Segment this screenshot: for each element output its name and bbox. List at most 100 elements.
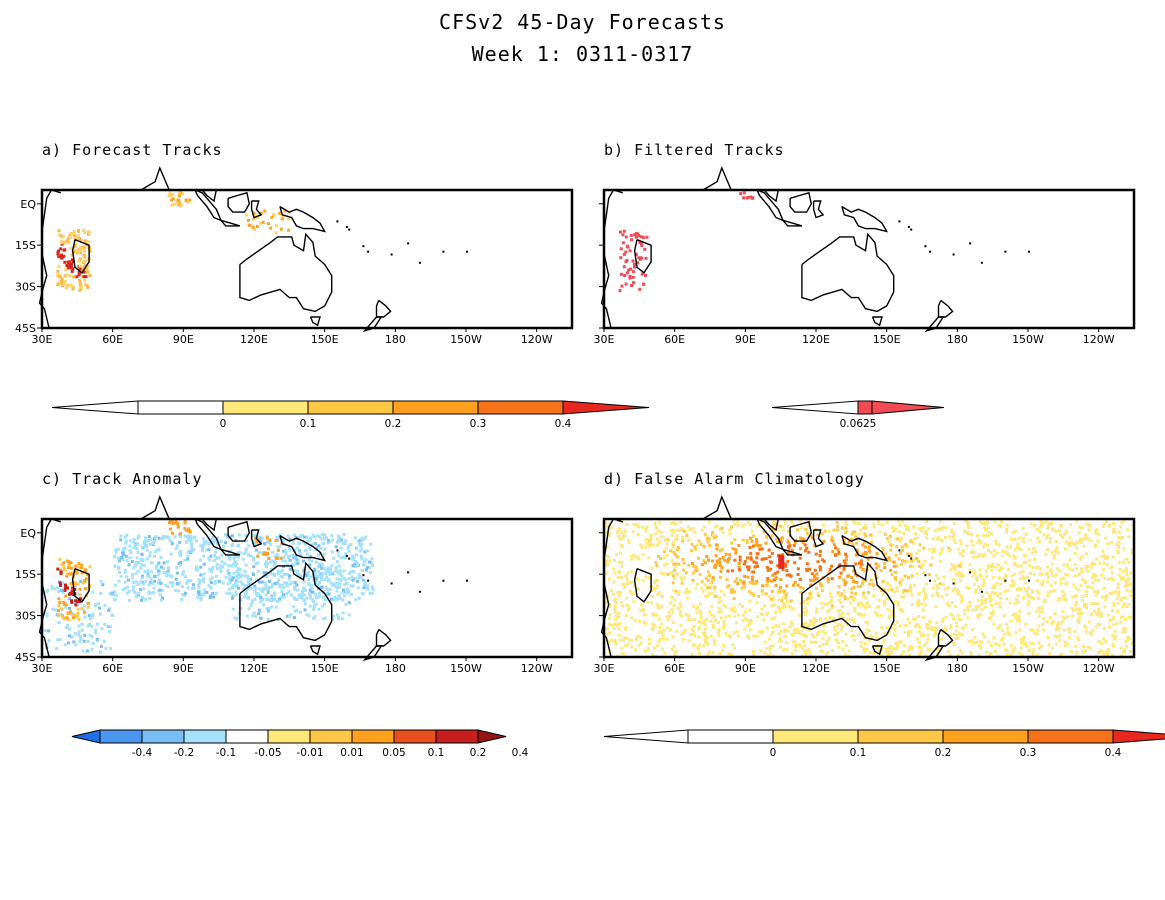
climatology-cell [954, 637, 958, 641]
anomaly-cell [75, 599, 79, 603]
climatology-cell [703, 637, 707, 641]
anomaly-cell [219, 564, 223, 568]
anomaly-cell [249, 586, 253, 590]
anomaly-cell [125, 591, 129, 595]
climatology-cell [917, 640, 921, 644]
climatology-cell [717, 631, 721, 634]
anomaly-cell [63, 643, 67, 647]
climatology-cell [629, 591, 633, 595]
anomaly-cell [230, 534, 234, 538]
anomaly-cell [327, 578, 331, 582]
climatology-cell [1125, 588, 1129, 592]
climatology-cell [968, 604, 972, 608]
anomaly-cell [200, 593, 204, 597]
climatology-cell [906, 617, 910, 621]
climatology-cell [1031, 642, 1035, 646]
anomaly-cell [364, 558, 368, 562]
track-cell [57, 249, 60, 253]
climatology-cell [895, 642, 899, 646]
climatology-cell [721, 626, 725, 630]
map-frame [602, 517, 1136, 659]
lon-label: 150W [450, 662, 482, 675]
anomaly-cell [295, 558, 299, 562]
climatology-cell [1093, 563, 1097, 566]
climatology-cell [1062, 563, 1066, 567]
climatology-cell [1032, 596, 1036, 600]
climatology-cell [944, 587, 948, 591]
climatology-cell [811, 579, 815, 583]
climatology-cell [630, 557, 634, 561]
climatology-cell [901, 548, 904, 552]
climatology-cell [901, 650, 905, 654]
climatology-cell [1085, 522, 1089, 526]
anomaly-cell [306, 571, 310, 575]
climatology-cell [769, 597, 773, 601]
colorbar-segment [857, 400, 873, 415]
track-cell [82, 245, 86, 249]
anomaly-cell [159, 598, 163, 602]
anomaly-cell [78, 593, 82, 597]
climatology-cell [921, 616, 925, 620]
climatology-cell [963, 608, 967, 612]
anomaly-cell [86, 573, 90, 577]
climatology-cell [1076, 607, 1080, 611]
anomaly-cell [270, 585, 274, 589]
anomaly-cell [246, 577, 250, 581]
climatology-cell [921, 526, 925, 529]
climatology-cell [984, 527, 987, 531]
anomaly-cell [135, 562, 139, 566]
climatology-cell [1075, 600, 1079, 604]
climatology-cell [901, 559, 904, 563]
anomaly-cell [305, 572, 308, 576]
climatology-cell [1031, 566, 1035, 569]
climatology-cell [667, 610, 671, 614]
climatology-cell [1112, 623, 1116, 627]
climatology-cell [1013, 646, 1017, 650]
climatology-cell [796, 583, 800, 587]
anomaly-cell [239, 580, 243, 584]
anomaly-cell [190, 549, 194, 553]
climatology-cell [625, 636, 629, 640]
anomaly-cell [253, 539, 257, 543]
climatology-cell [836, 591, 840, 595]
climatology-cell [1073, 630, 1077, 633]
anomaly-cell [94, 631, 98, 635]
climatology-cell [1070, 595, 1074, 599]
climatology-cell [671, 621, 675, 624]
track-cell [66, 237, 70, 241]
anomaly-cell [259, 551, 263, 555]
anomaly-cell [279, 556, 283, 560]
climatology-cell [733, 647, 737, 651]
anomaly-cell [340, 617, 344, 621]
climatology-cell [793, 628, 796, 632]
climatology-cell [894, 577, 898, 581]
climatology-cell [719, 616, 723, 620]
climatology-cell [1118, 568, 1122, 572]
climatology-cell [1105, 594, 1109, 598]
anomaly-cell [58, 638, 62, 642]
anomaly-cell [314, 577, 318, 581]
climatology-cell [736, 634, 740, 638]
climatology-cell [753, 565, 757, 569]
climatology-cell [983, 635, 987, 639]
climatology-cell [1079, 539, 1083, 543]
climatology-cell [863, 552, 867, 556]
climatology-cell [828, 616, 832, 619]
climatology-cell [609, 589, 613, 592]
anomaly-cell [216, 542, 219, 546]
track-cell [78, 281, 82, 285]
climatology-cell [906, 576, 910, 580]
climatology-cell [939, 527, 943, 530]
anomaly-cell [284, 553, 288, 557]
climatology-cell [1121, 605, 1125, 609]
climatology-cell [1029, 522, 1033, 526]
track-cell [167, 193, 171, 197]
anomaly-cell [65, 572, 69, 576]
anomaly-cell [67, 618, 71, 622]
climatology-cell [652, 623, 656, 627]
climatology-cell [838, 609, 842, 613]
climatology-cell [819, 617, 823, 620]
climatology-cell [953, 587, 957, 591]
climatology-cell [608, 631, 612, 635]
anomaly-cell [351, 558, 355, 562]
